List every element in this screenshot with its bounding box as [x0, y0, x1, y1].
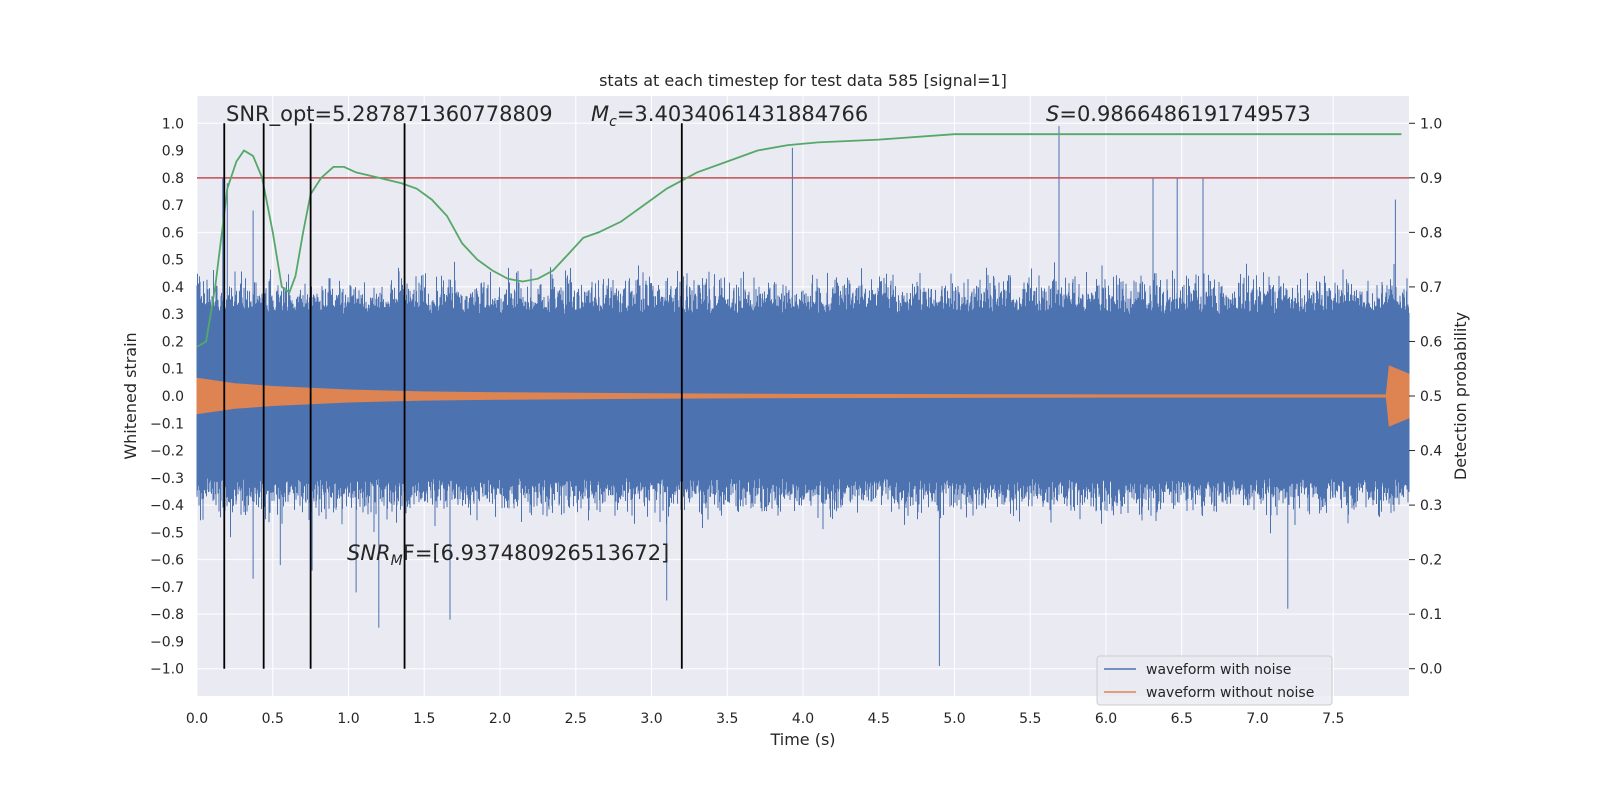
x-tick-label: 6.0	[1095, 711, 1117, 727]
s-symbol: S	[1046, 102, 1059, 126]
y-tick-label: −0.8	[150, 607, 184, 623]
right-y-tick-label: 0.2	[1420, 553, 1442, 569]
y-axis-ticks: 1.0 0.9 0.8 0.7 0.6 0.5 0.4 0.3 0.2 0.1 0.0 −0.1 −0.…	[150, 116, 184, 677]
y-tick-label: −0.9	[150, 634, 184, 650]
x-tick-label: 1.0	[337, 711, 359, 727]
y-tick-label: 0.6	[162, 225, 184, 241]
right-y-tick-label: 0.3	[1420, 498, 1442, 514]
y-tick-label: 1.0	[162, 116, 184, 132]
right-y-tick-label: 1.0	[1420, 116, 1442, 132]
y-tick-label: 0.2	[162, 334, 184, 350]
waveform-without-noise	[196, 365, 1410, 427]
x-tick-label: 0.0	[186, 711, 208, 727]
x-tick-label: 7.5	[1322, 711, 1344, 727]
right-y-tick-label: 0.6	[1420, 334, 1442, 350]
right-y-axis-ticks: 1.0 0.9 0.8 0.7 0.6 0.5 0.4 0.3 0.2 0.1 0.0	[1409, 116, 1442, 678]
snr-mf-symbol: SNR	[347, 541, 391, 565]
y-tick-label: 0.3	[162, 307, 184, 323]
y-tick-label: 0.9	[162, 144, 184, 160]
y-tick-label: 0.5	[162, 253, 184, 269]
mc-symbol: M	[591, 102, 609, 126]
y-tick-label: 0.8	[162, 171, 184, 187]
y-tick-label: −0.2	[150, 444, 184, 460]
right-y-tick-label: 0.8	[1420, 225, 1442, 241]
y-tick-label: −1.0	[150, 662, 184, 678]
y-tick-label: 0.4	[162, 280, 184, 296]
y-tick-label: −0.4	[150, 498, 184, 514]
x-tick-label: 3.5	[716, 711, 738, 727]
y-tick-label: 0.7	[162, 198, 184, 214]
right-y-tick-label: 0.1	[1420, 607, 1442, 623]
right-y-axis-label: Detection probability	[1451, 312, 1470, 480]
s-annotation: S=0.9866486191749573	[1046, 102, 1311, 126]
snr-mf-subscript: M	[391, 553, 403, 569]
x-tick-label: 6.5	[1171, 711, 1193, 727]
s-value: =0.9866486191749573	[1059, 102, 1310, 126]
x-tick-label: 7.0	[1246, 711, 1268, 727]
right-y-tick-label: 0.7	[1420, 280, 1442, 296]
right-y-tick-label: 0.9	[1420, 171, 1442, 187]
legend-box	[1096, 655, 1333, 706]
y-tick-label: −0.5	[150, 525, 184, 541]
mc-value: =3.4034061431884766	[617, 102, 868, 126]
legend-label-noise: waveform with noise	[1146, 662, 1291, 678]
y-tick-label: −0.1	[150, 416, 184, 432]
x-axis-ticks: 0.0 0.5 1.0 1.5 2.0 2.5 3.0 3.5 4.0 4.5 5.0 5.5 6.0 6…	[186, 711, 1345, 727]
legend: waveform with noise waveform without noi…	[1096, 655, 1333, 706]
right-y-tick-label: 0.0	[1420, 662, 1442, 678]
y-tick-label: −0.7	[150, 580, 184, 596]
chart-title: stats at each timestep for test data 585…	[599, 71, 1007, 90]
x-tick-label: 4.5	[868, 711, 890, 727]
chirp-mass-annotation: Mc=3.4034061431884766	[591, 102, 868, 130]
mc-subscript: c	[609, 114, 617, 130]
right-y-tick-label: 0.5	[1420, 389, 1442, 405]
x-tick-label: 1.5	[413, 711, 435, 727]
y-tick-label: 0.0	[162, 389, 184, 405]
legend-label-clean: waveform without noise	[1146, 685, 1314, 701]
y-tick-label: −0.3	[150, 471, 184, 487]
x-tick-label: 3.0	[640, 711, 662, 727]
detection-probability-line	[196, 133, 1402, 348]
vertical-markers	[223, 123, 683, 669]
y-axis-label: Whitened strain	[121, 332, 140, 459]
x-tick-label: 5.5	[1019, 711, 1041, 727]
snr-opt-annotation: SNR_opt=5.287871360778809	[226, 102, 553, 127]
clean-envelope	[196, 365, 1410, 427]
snr-mf-value: F=[6.937480926513672]	[403, 541, 670, 565]
x-tick-label: 2.0	[489, 711, 511, 727]
x-axis-label: Time (s)	[769, 730, 835, 749]
y-tick-label: 0.1	[162, 362, 184, 378]
x-tick-label: 0.5	[262, 711, 284, 727]
x-tick-label: 5.0	[943, 711, 965, 727]
x-tick-label: 2.5	[565, 711, 587, 727]
x-tick-label: 4.0	[792, 711, 814, 727]
y-tick-label: −0.6	[150, 553, 184, 569]
probability-trace	[196, 133, 1402, 348]
right-y-tick-label: 0.4	[1420, 444, 1442, 460]
snr-mf-annotation: SNRMF=[6.937480926513672]	[347, 541, 669, 569]
